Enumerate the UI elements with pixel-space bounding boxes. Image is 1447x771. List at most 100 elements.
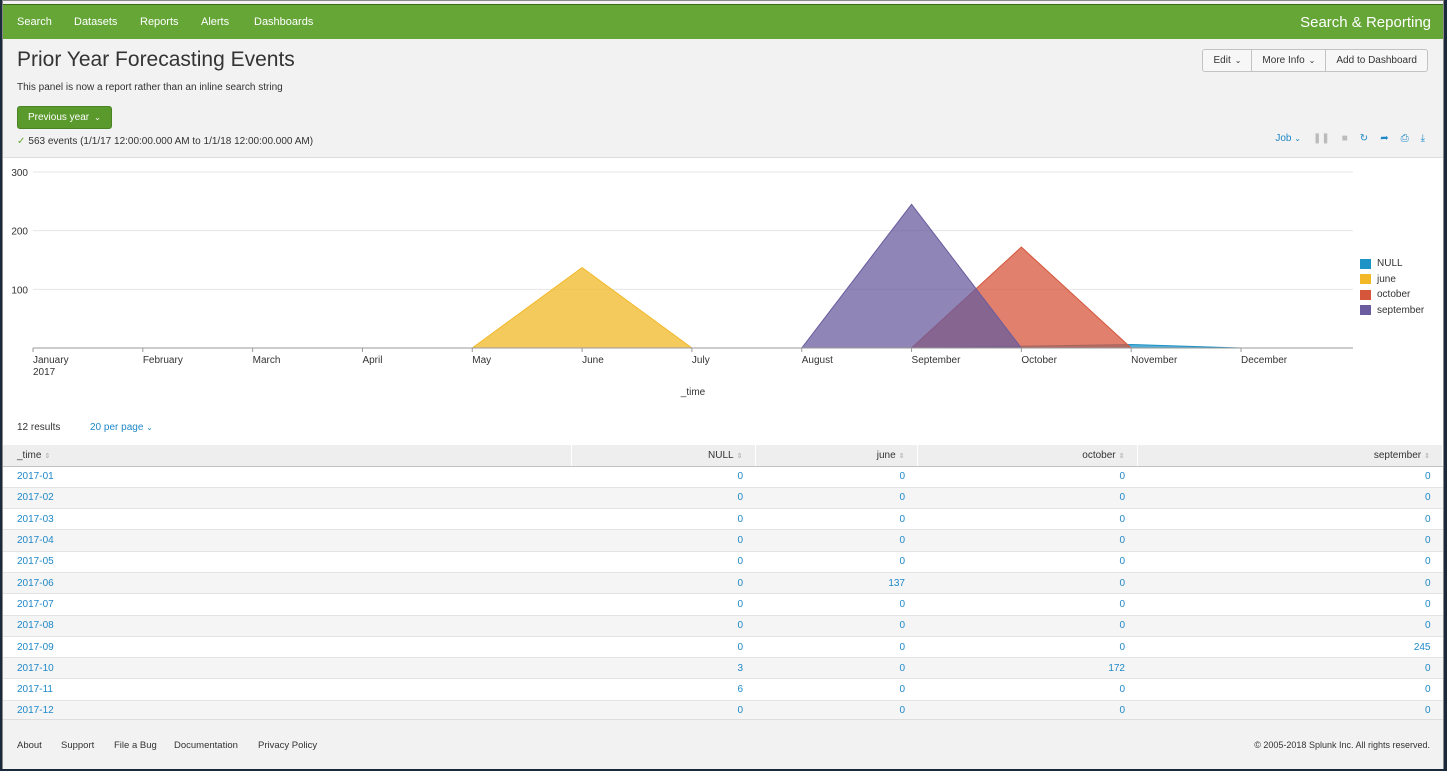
nav-item-search[interactable]: Search [17, 16, 52, 28]
value-cell[interactable]: 0 [917, 700, 1137, 723]
value-cell[interactable]: 0 [755, 508, 917, 531]
value-cell[interactable]: 0 [571, 487, 755, 510]
chevron-down-icon: ⌄ [1294, 134, 1301, 143]
nav-item-dashboards[interactable]: Dashboards [254, 16, 314, 28]
value-cell[interactable]: 0 [571, 593, 755, 616]
value-cell[interactable]: 0 [1137, 615, 1443, 637]
value-cell[interactable]: 0 [917, 466, 1137, 488]
pause-icon[interactable]: ❚❚ [1312, 133, 1330, 144]
legend-item-october[interactable]: october [1360, 287, 1424, 303]
table-row: 2017-06 0 137 0 0 [3, 572, 1443, 595]
time-cell[interactable]: 2017-02 [3, 487, 571, 510]
value-cell[interactable]: 137 [755, 572, 917, 595]
footer-link-file-a-bug[interactable]: File a Bug [114, 740, 157, 751]
value-cell[interactable]: 0 [571, 636, 755, 659]
more-info-button[interactable]: More Info ⌄ [1252, 49, 1327, 72]
share-icon[interactable]: ➦ [1380, 133, 1389, 144]
value-cell[interactable]: 0 [571, 615, 755, 637]
value-cell[interactable]: 0 [1137, 487, 1443, 510]
time-cell[interactable]: 2017-03 [3, 508, 571, 531]
time-cell[interactable]: 2017-08 [3, 615, 571, 637]
legend-item-null[interactable]: NULL [1360, 256, 1424, 272]
value-cell[interactable]: 0 [917, 678, 1137, 701]
time-cell[interactable]: 2017-05 [3, 551, 571, 573]
time-range-picker[interactable]: Previous year ⌄ [17, 106, 112, 129]
value-cell[interactable]: 0 [571, 700, 755, 723]
value-cell[interactable]: 0 [755, 657, 917, 680]
value-cell[interactable]: 0 [917, 593, 1137, 616]
time-cell[interactable]: 2017-01 [3, 466, 571, 488]
time-cell[interactable]: 2017-04 [3, 529, 571, 552]
nav-item-alerts[interactable]: Alerts [201, 16, 230, 28]
value-cell[interactable]: 0 [1137, 529, 1443, 552]
value-cell[interactable]: 0 [917, 551, 1137, 573]
value-cell[interactable]: 0 [917, 572, 1137, 595]
time-cell[interactable]: 2017-11 [3, 678, 571, 701]
value-cell[interactable]: 0 [755, 466, 917, 488]
time-cell[interactable]: 2017-09 [3, 636, 571, 659]
column-header-null[interactable]: NULL ⇕ [571, 445, 756, 467]
value-cell[interactable]: 0 [755, 636, 917, 659]
value-cell[interactable]: 6 [571, 678, 755, 701]
value-cell[interactable]: 0 [1137, 572, 1443, 595]
value-cell[interactable]: 0 [1137, 508, 1443, 531]
footer-link-about[interactable]: About [17, 740, 42, 751]
value-cell[interactable]: 0 [917, 636, 1137, 659]
value-cell[interactable]: 0 [755, 529, 917, 552]
value-cell[interactable]: 0 [1137, 551, 1443, 573]
legend-label: june [1377, 273, 1396, 285]
add-to-dashboard-button[interactable]: Add to Dashboard [1326, 49, 1428, 72]
footer-link-privacy-policy[interactable]: Privacy Policy [258, 740, 318, 751]
footer-link-support[interactable]: Support [61, 740, 95, 751]
value-cell[interactable]: 0 [917, 615, 1137, 637]
y-tick-label: 200 [11, 227, 28, 238]
nav-item-datasets[interactable]: Datasets [74, 16, 118, 28]
value-cell[interactable]: 0 [1137, 593, 1443, 616]
column-header-june[interactable]: june ⇕ [755, 445, 918, 467]
print-icon[interactable]: ⎙ [1400, 133, 1409, 144]
refresh-icon[interactable]: ↻ [1359, 133, 1369, 144]
value-cell[interactable]: 0 [755, 551, 917, 573]
value-cell[interactable]: 3 [571, 657, 755, 680]
edit-button[interactable]: Edit ⌄ [1202, 49, 1253, 72]
app-title[interactable]: Search & Reporting [1300, 14, 1431, 31]
legend-label: NULL [1377, 258, 1403, 270]
value-cell[interactable]: 0 [917, 508, 1137, 531]
value-cell[interactable]: 0 [755, 700, 917, 723]
value-cell[interactable]: 0 [755, 678, 917, 701]
time-cell[interactable]: 2017-07 [3, 593, 571, 616]
footer-link-documentation[interactable]: Documentation [174, 740, 238, 751]
legend-item-september[interactable]: september [1360, 303, 1424, 319]
value-cell[interactable]: 0 [571, 529, 755, 552]
table-body: 2017-01 0 0 0 0 2017-02 0 0 0 0 2017-03 0 0 0 0 2017-04… [3, 466, 1443, 723]
column-header-time[interactable]: _time ⇕ [3, 445, 572, 467]
value-cell[interactable]: 245 [1137, 636, 1443, 659]
stop-icon[interactable]: ■ [1341, 133, 1348, 144]
value-cell[interactable]: 0 [755, 615, 917, 637]
value-cell[interactable]: 0 [571, 572, 755, 595]
value-cell[interactable]: 0 [571, 551, 755, 573]
value-cell[interactable]: 0 [755, 593, 917, 616]
job-menu[interactable]: Job ⌄ [1275, 133, 1301, 144]
column-header-september[interactable]: september ⇕ [1137, 445, 1443, 467]
value-cell[interactable]: 0 [1137, 700, 1443, 723]
export-icon[interactable]: ⤓ [1420, 133, 1425, 144]
value-cell[interactable]: 0 [1137, 678, 1443, 701]
value-cell[interactable]: 0 [571, 466, 755, 488]
value-cell[interactable]: 0 [1137, 657, 1443, 680]
time-cell[interactable]: 2017-10 [3, 657, 571, 680]
column-header-october[interactable]: october ⇕ [917, 445, 1138, 467]
time-cell[interactable]: 2017-12 [3, 700, 571, 723]
legend-item-june[interactable]: june [1360, 272, 1424, 288]
per-page-selector[interactable]: 20 per page ⌄ [90, 422, 153, 433]
value-cell[interactable]: 172 [917, 657, 1137, 680]
value-cell[interactable]: 0 [1137, 466, 1443, 488]
value-cell[interactable]: 0 [571, 508, 755, 531]
value-cell[interactable]: 0 [755, 487, 917, 510]
table-row: 2017-05 0 0 0 0 [3, 551, 1443, 573]
time-cell[interactable]: 2017-06 [3, 572, 571, 595]
value-cell[interactable]: 0 [917, 529, 1137, 552]
nav-item-reports[interactable]: Reports [140, 16, 179, 28]
value-cell[interactable]: 0 [917, 487, 1137, 510]
column-header-label: october [1082, 449, 1116, 461]
